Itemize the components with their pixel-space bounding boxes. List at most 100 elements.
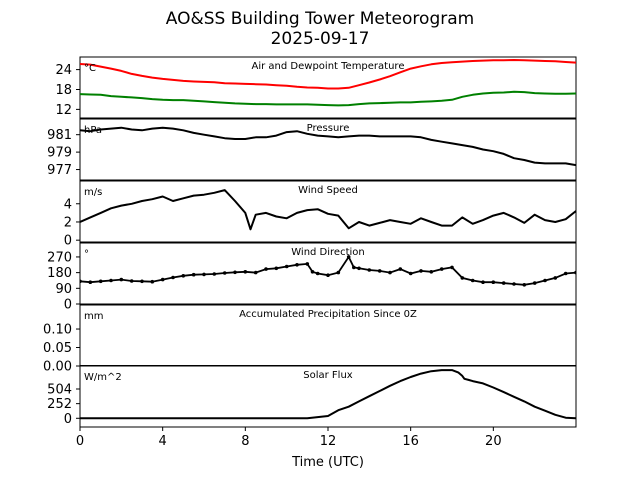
y-tick-label: 24 xyxy=(55,63,72,78)
x-tick-label: 0 xyxy=(76,434,84,449)
data-point xyxy=(264,267,268,271)
series-line xyxy=(80,59,576,90)
y-tick-label: 977 xyxy=(47,163,72,178)
panel-temp: 12 18 24 °C Air and Dewpoint Temperature xyxy=(55,56,577,119)
data-point xyxy=(243,270,248,274)
panel-unit: m/s xyxy=(84,187,102,198)
data-point xyxy=(129,279,134,283)
data-point xyxy=(574,270,576,275)
y-tick-label: 979 xyxy=(47,146,72,161)
data-point xyxy=(191,272,196,277)
panel-title: Wind Direction xyxy=(291,247,365,258)
data-point xyxy=(563,271,568,276)
data-point xyxy=(491,280,496,285)
data-point xyxy=(522,283,527,287)
data-point xyxy=(202,272,206,277)
x-tick-label: 16 xyxy=(402,434,419,449)
data-point xyxy=(88,280,93,285)
panel-unit: mm xyxy=(84,311,103,322)
panel-pressure: 977 979 981 hPa Pressure xyxy=(47,118,577,181)
panel-data xyxy=(80,189,576,231)
data-point xyxy=(181,274,186,278)
data-point xyxy=(377,269,382,273)
x-tick-label: 8 xyxy=(241,434,249,449)
data-point xyxy=(150,279,155,284)
data-point xyxy=(80,279,82,284)
data-point xyxy=(336,270,341,275)
data-point xyxy=(553,276,558,280)
data-point xyxy=(295,263,299,267)
data-point xyxy=(253,270,258,275)
x-axis: 0 4 8 12 16 20 xyxy=(76,427,502,449)
data-point xyxy=(439,267,444,271)
data-point xyxy=(326,273,330,278)
data-point xyxy=(222,271,227,275)
series-line xyxy=(80,90,576,107)
data-point xyxy=(274,266,279,271)
x-tick-label: 20 xyxy=(485,434,502,449)
data-point xyxy=(233,270,237,275)
data-point xyxy=(357,266,361,271)
panel-unit: W/m^2 xyxy=(84,372,122,383)
data-point xyxy=(408,271,413,276)
data-point xyxy=(212,272,217,276)
data-point xyxy=(284,264,289,269)
data-point xyxy=(512,282,516,286)
panel-frame xyxy=(79,180,577,243)
y-tick-label: 0.00 xyxy=(43,360,72,375)
data-point xyxy=(98,279,103,284)
y-tick-label: 0 xyxy=(64,234,72,249)
data-point xyxy=(109,278,113,283)
data-point xyxy=(460,276,465,280)
y-tick-label: 0 xyxy=(64,298,72,313)
panel-title: Air and Dewpoint Temperature xyxy=(252,61,405,72)
x-axis-label: Time (UTC) xyxy=(291,455,364,470)
y-tick-label: 4 xyxy=(64,197,72,212)
panel-data xyxy=(80,369,576,420)
data-point xyxy=(481,280,485,285)
panel-unit: ° xyxy=(84,249,89,260)
chart-subtitle: 2025-09-17 xyxy=(271,29,370,49)
data-point xyxy=(346,255,351,259)
data-point xyxy=(532,281,537,285)
data-point xyxy=(429,270,434,274)
panel-precipitation: 0.00 0.05 0.10 mm Accumulated Precipitation … xyxy=(43,304,577,375)
data-point xyxy=(119,277,124,282)
panel-title: Wind Speed xyxy=(298,185,358,196)
panel-wind_speed: 0 2 4 m/s Wind Speed xyxy=(64,180,577,249)
data-point xyxy=(501,281,506,285)
data-point xyxy=(160,277,165,282)
y-tick-label: 2 xyxy=(64,215,72,230)
y-tick-label: 504 xyxy=(47,383,72,398)
y-tick-label: 252 xyxy=(47,397,72,412)
data-point xyxy=(367,268,372,272)
data-point xyxy=(352,265,356,270)
panel-frame xyxy=(79,118,577,181)
y-tick-label: 0.05 xyxy=(43,341,72,356)
y-tick-label: 0 xyxy=(64,412,72,427)
series-line xyxy=(80,369,576,420)
panel-title: Solar Flux xyxy=(303,370,353,381)
y-tick-label: 180 xyxy=(47,266,72,281)
data-point xyxy=(470,278,475,283)
data-point xyxy=(140,279,144,284)
panel-unit: °C xyxy=(84,63,96,74)
x-tick-label: 4 xyxy=(159,434,167,449)
data-point xyxy=(310,270,315,274)
data-point xyxy=(388,270,392,275)
chart-title: AO&SS Building Tower Meteorogram xyxy=(166,9,474,29)
y-tick-label: 981 xyxy=(47,128,72,143)
panel-unit: hPa xyxy=(84,125,102,136)
data-point xyxy=(171,275,175,280)
data-point xyxy=(305,262,310,266)
series-line xyxy=(80,126,576,167)
data-point xyxy=(543,278,547,283)
panel-data xyxy=(80,255,576,287)
data-point xyxy=(419,269,423,273)
panel-title: Accumulated Precipitation Since 0Z xyxy=(239,309,417,320)
series-line xyxy=(80,189,576,231)
